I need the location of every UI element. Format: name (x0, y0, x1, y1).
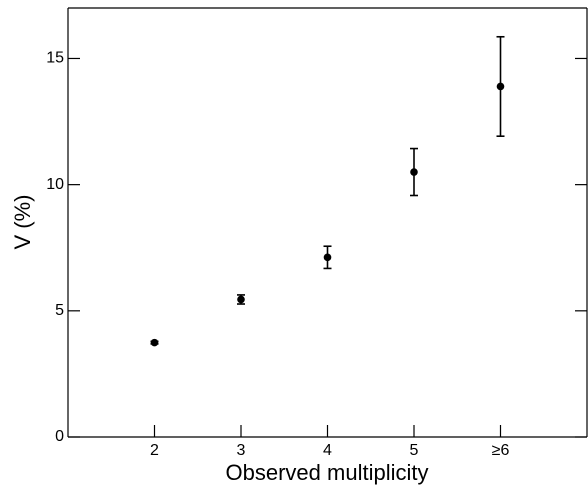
y-tick-label: 5 (55, 302, 64, 319)
x-axis-label: Observed multiplicity (226, 460, 429, 485)
x-tick-label: ≥6 (492, 442, 510, 459)
data-point (150, 338, 159, 347)
y-tick-label: 0 (55, 428, 64, 445)
y-axis-label: V (%) (10, 195, 35, 250)
x-tick-label: 3 (237, 442, 246, 459)
data-point (496, 82, 505, 91)
x-tick-label: 4 (323, 442, 332, 459)
y-tick-label: 15 (46, 50, 64, 67)
x-tick-label: 5 (410, 442, 419, 459)
data-point (237, 295, 245, 304)
data-point (410, 168, 418, 176)
data-point (323, 253, 332, 262)
y-tick-label: 10 (46, 176, 64, 193)
x-tick-label: 2 (150, 442, 159, 459)
